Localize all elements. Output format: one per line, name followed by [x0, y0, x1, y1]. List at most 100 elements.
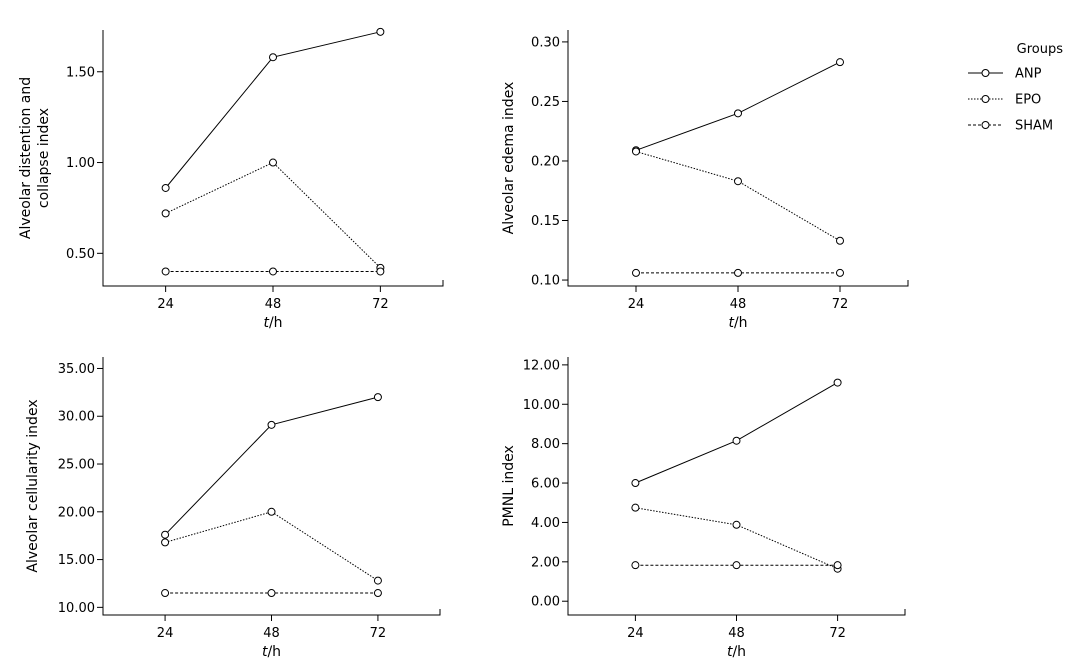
series-anp — [161, 393, 382, 539]
series-sham — [161, 267, 385, 276]
axis-frame — [567, 30, 909, 287]
y-tick-label: 0.25 — [531, 95, 560, 110]
data-point-sham — [631, 561, 640, 570]
axis-frame — [102, 30, 444, 287]
data-point-anp — [833, 378, 842, 387]
series-line-epo — [164, 511, 379, 582]
y-axis-title: PMNL index — [501, 445, 517, 527]
x-axis-title: t/h — [263, 315, 282, 331]
y-axis-title-line: Alveolar cellularity index — [25, 399, 41, 572]
x-axis-title-unit: /h — [732, 644, 746, 660]
y-tick-label: 35.00 — [58, 362, 95, 377]
y-axis-title: Alveolar distention and collapse index — [18, 77, 52, 239]
y-tick-label: 0.00 — [531, 595, 560, 610]
x-tick-label: 24 — [627, 626, 644, 641]
data-point-sham — [734, 268, 742, 277]
y-tick-label: 1.50 — [66, 65, 95, 80]
legend-item-sham: SHAM — [968, 119, 1053, 134]
x-tick-label: 48 — [730, 297, 747, 312]
data-point-anp — [161, 530, 170, 539]
x-axis-title: t/h — [262, 644, 281, 660]
data-point-anp — [631, 479, 640, 488]
data-point-anp — [373, 393, 382, 402]
y-tick-label: 2.00 — [531, 555, 560, 570]
data-point-epo — [161, 209, 170, 218]
y-tick-label: 20.00 — [58, 505, 95, 520]
x-axis-title-variable: t — [263, 315, 269, 331]
data-point-anp — [836, 58, 844, 67]
legend-label: ANP — [1015, 67, 1042, 82]
series-anp — [631, 378, 842, 488]
data-point-anp — [376, 27, 385, 36]
legend-marker — [981, 69, 990, 77]
y-tick-label: 25.00 — [58, 458, 95, 473]
series-line-epo — [165, 161, 381, 269]
x-tick-label: 72 — [829, 626, 846, 641]
y-tick-label: 4.00 — [531, 516, 560, 531]
axis-frame — [102, 357, 441, 616]
y-tick-label: 0.15 — [531, 214, 560, 229]
chart-panel-3: 10.00 15.00 20.00 25.00 30.00 35.00 24 48 72 t/h A… — [25, 357, 441, 660]
data-point-sham — [161, 589, 170, 598]
data-point-sham — [161, 267, 170, 276]
data-point-anp — [269, 53, 277, 62]
x-tick-label: 24 — [157, 626, 174, 641]
y-tick-label: 6.00 — [531, 477, 560, 492]
y-tick-label: 0.50 — [66, 247, 95, 262]
legend-items: ANP EPO SHAM — [968, 67, 1053, 134]
y-tick-label: 0.30 — [531, 35, 560, 50]
data-point-epo — [732, 520, 741, 529]
series-line-epo — [635, 507, 838, 570]
data-point-epo — [161, 538, 170, 547]
data-point-epo — [267, 507, 276, 516]
series-epo — [632, 147, 844, 245]
data-point-anp — [732, 436, 741, 445]
series-epo — [161, 507, 382, 585]
data-point-anp — [267, 420, 276, 429]
data-point-epo — [836, 236, 844, 245]
data-point-sham — [833, 561, 842, 570]
data-point-epo — [632, 147, 640, 156]
x-axis-title-unit: /h — [267, 644, 281, 660]
data-point-sham — [267, 589, 276, 598]
x-tick-label: 24 — [628, 297, 645, 312]
legend-item-epo: EPO — [968, 93, 1041, 108]
y-axis-title-line: Alveolar distention and — [18, 77, 34, 239]
data-point-anp — [734, 109, 742, 118]
x-tick-label: 72 — [370, 626, 387, 641]
legend-marker — [981, 121, 990, 129]
y-axis-title: Alveolar cellularity index — [25, 399, 41, 572]
data-point-epo — [631, 503, 640, 512]
legend: Groups ANP EPO SHAM — [968, 42, 1063, 134]
data-point-epo — [734, 177, 742, 186]
y-tick-label: 10.00 — [523, 398, 560, 413]
data-point-epo — [373, 576, 382, 585]
y-tick-label: 1.00 — [66, 156, 95, 171]
data-point-sham — [836, 268, 844, 277]
x-tick-label: 48 — [265, 297, 282, 312]
x-axis-title: t/h — [727, 644, 746, 660]
x-axis-title-variable: t — [728, 315, 734, 331]
series-anp — [161, 27, 385, 192]
x-axis-title-variable: t — [727, 644, 733, 660]
series-line-epo — [635, 151, 841, 242]
legend-label: SHAM — [1015, 119, 1053, 134]
chart-panel-1: 0.50 1.00 1.50 24 48 72 t/h Alveolar distention… — [18, 27, 444, 331]
data-point-sham — [632, 268, 640, 277]
legend-item-anp: ANP — [968, 67, 1042, 82]
y-tick-label: 8.00 — [531, 437, 560, 452]
data-point-sham — [376, 267, 385, 276]
legend-title: Groups — [1017, 42, 1064, 57]
x-axis-title-unit: /h — [734, 315, 748, 331]
chart-panels: 0.50 1.00 1.50 24 48 72 t/h Alveolar distention… — [18, 27, 909, 660]
y-axis-title-line: PMNL index — [501, 445, 517, 527]
y-tick-label: 0.20 — [531, 154, 560, 169]
x-tick-label: 72 — [372, 297, 389, 312]
x-tick-label: 72 — [832, 297, 849, 312]
y-tick-label: 12.00 — [523, 358, 560, 373]
data-point-sham — [732, 561, 741, 570]
axis-frame — [567, 357, 906, 616]
x-tick-label: 24 — [157, 297, 174, 312]
legend-marker — [981, 95, 990, 103]
x-axis-title: t/h — [728, 315, 747, 331]
